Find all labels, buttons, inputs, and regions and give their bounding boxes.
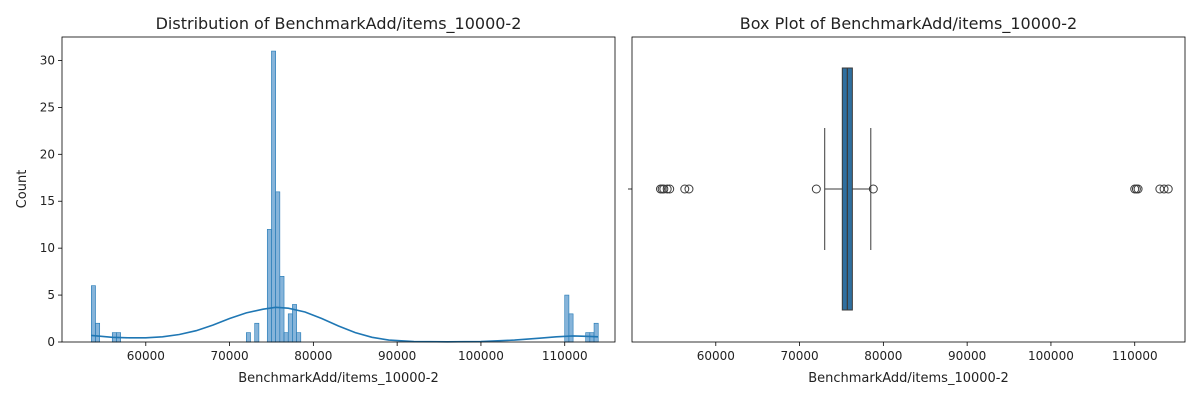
boxplot-outlier [1133,184,1143,194]
histogram-xlabel: BenchmarkAdd/items_10000-2 [238,371,439,386]
histogram-bar [95,322,101,343]
histogram-x-tick-label: 80000 [294,349,332,363]
histogram-y-tick-label: 0 [47,335,55,349]
histogram-x-ticks: 60000 70000 80000 90000 100000 110000 [127,342,588,363]
histogram-frame [61,36,616,343]
histogram-y-ticks: 0 5 10 15 20 25 30 [40,53,62,349]
boxplot-x-tick-label: 60000 [697,349,735,363]
histogram-bar [279,276,285,343]
boxplot-outlier [868,184,878,194]
histogram-bar [287,313,293,343]
boxplot-outlier [1159,184,1169,194]
boxplot-chart: Box Plot of BenchmarkAdd/items_10000-2 B… [628,14,1186,386]
histogram-ylabel: Count [15,170,30,209]
histogram-bars [91,50,599,343]
histogram-bar [254,322,260,343]
boxplot-outlier [659,184,669,194]
boxplot-frame [631,36,1186,343]
boxplot-title: Box Plot of BenchmarkAdd/items_10000-2 [740,14,1077,34]
histogram-bar [266,229,272,343]
histogram-bar [275,191,281,343]
histogram-y-tick-label: 10 [40,241,55,255]
histogram-bar [564,294,570,343]
histogram-bar [271,50,276,343]
boxplot-x-tick-label: 90000 [948,349,986,363]
histogram-bar [283,332,289,343]
histogram-bar [593,322,599,343]
boxplot-x-tick-label: 100000 [1028,349,1074,363]
kde-curve [91,306,599,343]
boxplot-elements [655,67,1173,311]
boxplot-x-ticks: 60000 70000 80000 90000 100000 110000 [697,342,1158,363]
histogram-x-tick-label: 60000 [127,349,165,363]
histogram-y-tick-label: 5 [47,288,55,302]
histogram-bar [585,332,591,343]
histogram-x-tick-label: 100000 [458,349,504,363]
boxplot-outlier [665,184,675,194]
histogram-bar [246,332,251,343]
histogram-bar [91,285,96,343]
boxplot-outlier [811,184,821,194]
histogram-chart: Distribution of BenchmarkAdd/items_10000… [15,14,616,386]
histogram-y-tick-label: 25 [40,100,55,114]
boxplot-outlier [684,184,694,194]
boxplot-x-tick-label: 110000 [1112,349,1158,363]
histogram-bar [296,332,302,343]
histogram-x-tick-label: 70000 [210,349,248,363]
histogram-title: Distribution of BenchmarkAdd/items_10000… [156,14,522,34]
boxplot-xlabel: BenchmarkAdd/items_10000-2 [808,371,1009,386]
histogram-bar [568,313,574,343]
boxplot-x-tick-label: 70000 [780,349,818,363]
histogram-x-tick-label: 110000 [542,349,588,363]
histogram-y-tick-label: 15 [40,194,55,208]
boxplot-outlier [680,184,690,194]
histogram-x-tick-label: 90000 [378,349,416,363]
histogram-y-tick-label: 30 [40,53,55,67]
boxplot-outlier [1163,184,1173,194]
boxplot-x-tick-label: 80000 [864,349,902,363]
histogram-y-tick-label: 20 [40,147,55,161]
boxplot-outlier [662,184,672,194]
